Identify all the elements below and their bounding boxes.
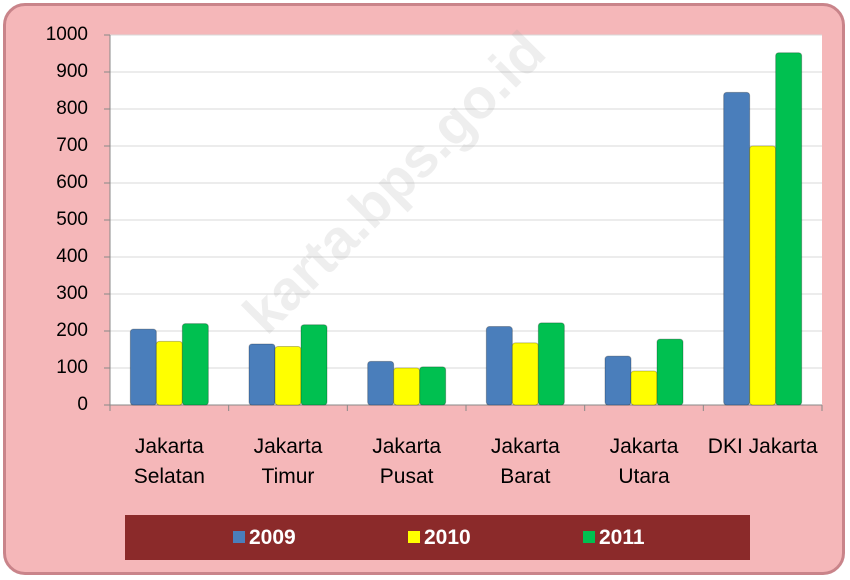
y-tick-label: 800 (56, 98, 88, 119)
bar (775, 52, 803, 406)
y-tick-label: 400 (56, 246, 88, 267)
bar (181, 323, 209, 406)
bar (367, 360, 395, 406)
y-tick-label: 300 (56, 283, 88, 304)
bar (155, 340, 183, 406)
bar (604, 355, 632, 406)
y-tick-label: 100 (56, 357, 88, 378)
bar (274, 346, 302, 406)
bar (537, 322, 565, 406)
x-tick-label: Jakarta Barat (490, 435, 560, 488)
legend: 2009 2010 2011 (125, 515, 750, 560)
y-tick-label: 1000 (46, 24, 88, 45)
legend-label: 2009 (249, 526, 296, 549)
x-tick-label: Jakarta Selatan (133, 435, 205, 488)
bar (656, 338, 684, 406)
bar (723, 91, 751, 406)
bar (630, 370, 658, 406)
y-tick-label: 0 (77, 394, 88, 415)
bar (485, 326, 513, 406)
y-tick-label: 600 (56, 172, 88, 193)
legend-label: 2010 (424, 526, 471, 549)
bar (393, 367, 421, 406)
x-tick-label: Jakarta Utara (609, 435, 679, 488)
bar (248, 343, 276, 406)
y-tick-label: 200 (56, 320, 88, 341)
legend-label: 2011 (599, 526, 645, 549)
y-tick-label: 900 (56, 61, 88, 82)
x-tick-label: Jakarta Pusat (372, 435, 442, 488)
bar (511, 342, 539, 406)
y-tick-label: 700 (56, 135, 88, 156)
bar (129, 328, 157, 406)
y-tick-label: 500 (56, 209, 88, 230)
x-tick-label: Jakarta Timur (253, 435, 323, 488)
bar (300, 324, 328, 406)
x-tick-label: DKI Jakarta (707, 435, 818, 458)
legend-swatch (408, 531, 420, 543)
bar (419, 366, 447, 406)
bar (749, 145, 777, 406)
legend-swatch (583, 531, 595, 543)
legend-swatch (233, 531, 245, 543)
